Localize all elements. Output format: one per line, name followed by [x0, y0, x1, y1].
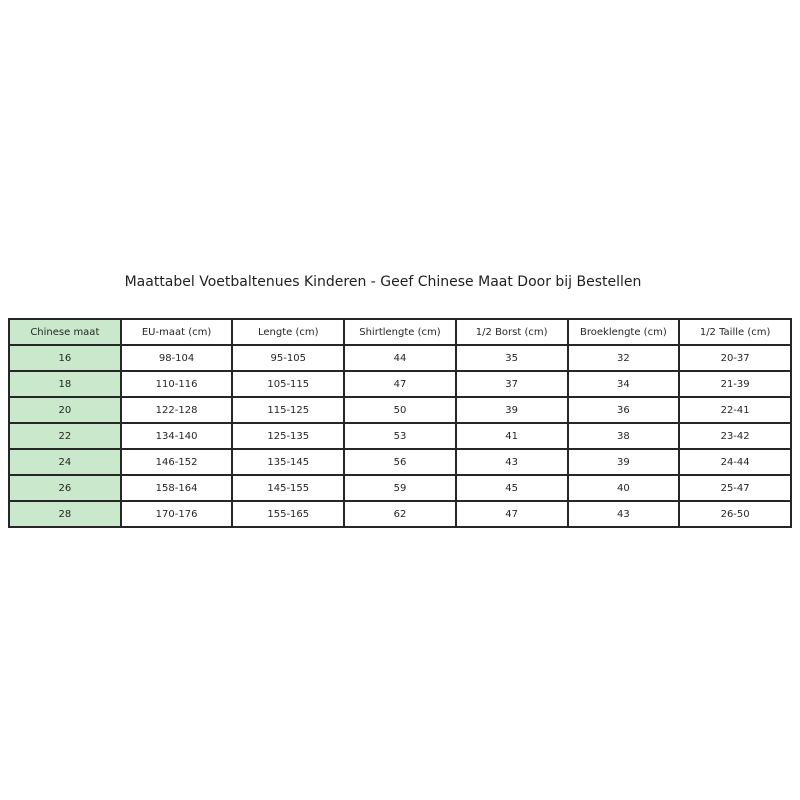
column-header-chinese-maat: Chinese maat	[8, 318, 122, 346]
chinese-size-cell: 24	[8, 448, 122, 476]
chinese-size-cell: 18	[8, 370, 122, 398]
table-cell: 53	[343, 422, 457, 450]
table-row: 26 158-164 145-155 59 45 40 25-47	[8, 474, 792, 502]
table-cell: 21-39	[678, 370, 792, 398]
table-cell: 134-140	[119, 422, 234, 450]
table-row: 28 170-176 155-165 62 47 43 26-50	[8, 500, 792, 528]
table-cell: 145-155	[231, 474, 346, 502]
column-header: Shirtlengte (cm)	[343, 318, 457, 346]
table-cell: 43	[566, 500, 681, 528]
chinese-size-cell: 22	[8, 422, 122, 450]
table-cell: 45	[454, 474, 569, 502]
column-header: Broeklengte (cm)	[566, 318, 681, 346]
table-cell: 158-164	[119, 474, 234, 502]
table-cell: 110-116	[119, 370, 234, 398]
table-cell: 155-165	[231, 500, 346, 528]
column-header: Lengte (cm)	[231, 318, 346, 346]
chart-title: Maattabel Voetbaltenues Kinderen - Geef …	[124, 274, 642, 290]
table-cell: 44	[343, 344, 457, 372]
table-row: 16 98-104 95-105 44 35 32 20-37	[8, 344, 792, 372]
table-cell: 47	[343, 370, 457, 398]
table-cell: 39	[454, 396, 569, 424]
table-cell: 34	[566, 370, 681, 398]
chinese-size-cell: 26	[8, 474, 122, 502]
table-cell: 122-128	[119, 396, 234, 424]
table-cell: 146-152	[119, 448, 234, 476]
column-header: 1/2 Taille (cm)	[678, 318, 792, 346]
table-cell: 98-104	[119, 344, 234, 372]
table-cell: 35	[454, 344, 569, 372]
table-cell: 170-176	[119, 500, 234, 528]
table-row: 18 110-116 105-115 47 37 34 21-39	[8, 370, 792, 398]
table-row: 24 146-152 135-145 56 43 39 24-44	[8, 448, 792, 476]
table-cell: 115-125	[231, 396, 346, 424]
table-cell: 22-41	[678, 396, 792, 424]
header-row: Chinese maat EU-maat (cm) Lengte (cm) Shirt…	[8, 318, 792, 346]
table-cell: 47	[454, 500, 569, 528]
table-cell: 24-44	[678, 448, 792, 476]
size-table: Chinese maat EU-maat (cm) Lengte (cm) Shirt…	[8, 318, 792, 528]
chinese-size-cell: 16	[8, 344, 122, 372]
table-cell: 40	[566, 474, 681, 502]
table-cell: 23-42	[678, 422, 792, 450]
table-cell: 125-135	[231, 422, 346, 450]
table-cell: 56	[343, 448, 457, 476]
table-cell: 135-145	[231, 448, 346, 476]
table-cell: 38	[566, 422, 681, 450]
table-cell: 36	[566, 396, 681, 424]
table-cell: 26-50	[678, 500, 792, 528]
table-cell: 32	[566, 344, 681, 372]
table-cell: 59	[343, 474, 457, 502]
table-cell: 62	[343, 500, 457, 528]
table-cell: 105-115	[231, 370, 346, 398]
table-cell: 20-37	[678, 344, 792, 372]
table-cell: 43	[454, 448, 569, 476]
table-cell: 37	[454, 370, 569, 398]
column-header: EU-maat (cm)	[119, 318, 234, 346]
table-cell: 39	[566, 448, 681, 476]
table-row: 20 122-128 115-125 50 39 36 22-41	[8, 396, 792, 424]
table-cell: 50	[343, 396, 457, 424]
table-cell: 95-105	[231, 344, 346, 372]
chinese-size-cell: 20	[8, 396, 122, 424]
table-cell: 25-47	[678, 474, 792, 502]
column-header: 1/2 Borst (cm)	[454, 318, 569, 346]
table-cell: 41	[454, 422, 569, 450]
chinese-size-cell: 28	[8, 500, 122, 528]
table-row: 22 134-140 125-135 53 41 38 23-42	[8, 422, 792, 450]
